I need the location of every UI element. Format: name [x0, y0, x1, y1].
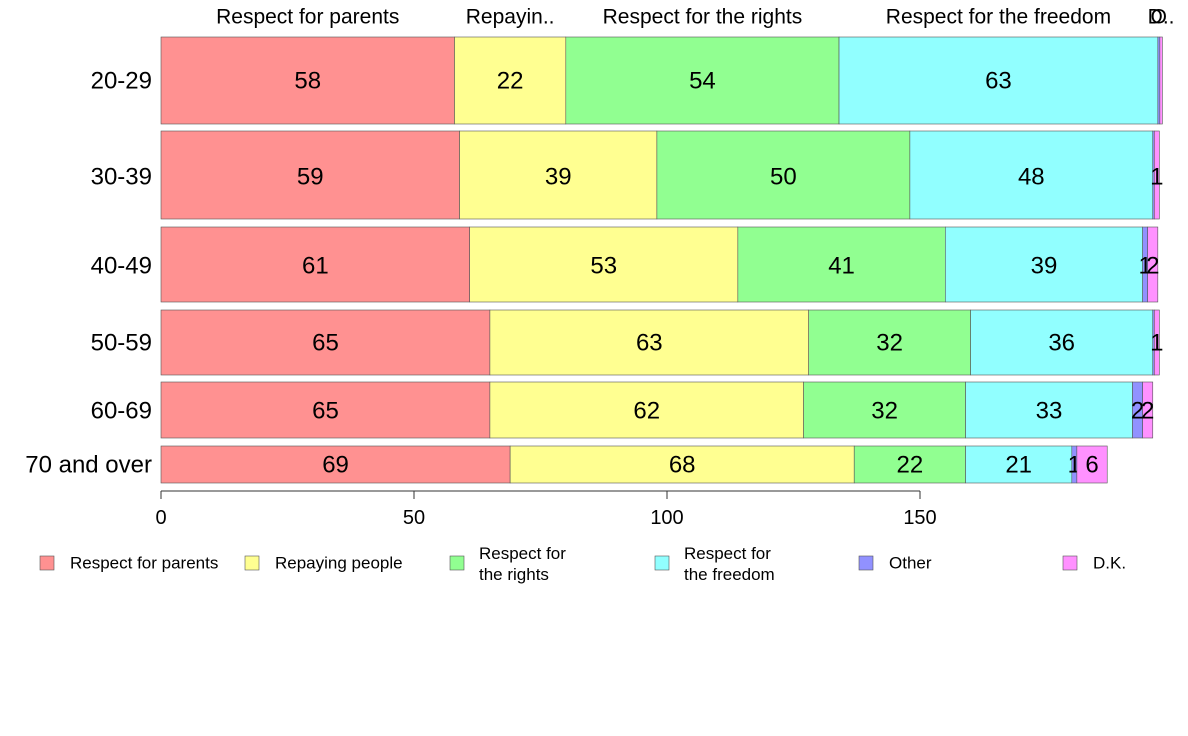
- bar-30-39-respect-for-the-freedom: [909, 130, 1154, 220]
- y-axis-labels: 20-29 30-39 40-49 50-59 60-69 70 and over: [25, 68, 152, 479]
- data-label-50-59-respect-for-the-rights: 32: [876, 330, 903, 357]
- legend-swatch-respect-for-parents: [39, 555, 55, 571]
- data-label-40-49-respect-for-parents: 61: [302, 253, 329, 280]
- bar-50-59-repaying-people: [489, 309, 809, 376]
- y-label-20-29: 20-29: [91, 68, 152, 95]
- legend-label-d-k: D.K.: [1093, 554, 1126, 573]
- bar-40-49-d-k: [1147, 226, 1159, 303]
- data-label-30-39-respect-for-the-freedom: 48: [1018, 164, 1045, 191]
- bar-50-59-respect-for-the-freedom: [970, 309, 1154, 376]
- x-tick-label-100: 100: [650, 507, 683, 529]
- bar-50-59-d-k: [1153, 309, 1160, 376]
- data-label-70-and-over-respect-for-parents: 69: [322, 452, 349, 479]
- data-label-60-69-respect-for-parents: 65: [312, 398, 339, 425]
- top-category-labels: Respect for parents Repayin.. Respect for …: [216, 6, 1174, 29]
- data-label-30-39-respect-for-the-rights: 50: [770, 164, 797, 191]
- bar-40-49-respect-for-the-rights: [737, 226, 946, 303]
- data-label-20-29-repaying-people: 22: [497, 68, 524, 95]
- bar-60-69-repaying-people: [489, 381, 804, 439]
- x-axis: 0 50 100 150: [155, 490, 937, 529]
- bar-40-49-respect-for-parents: [160, 226, 470, 303]
- bar-30-39-respect-for-the-rights: [656, 130, 911, 220]
- x-tick-label-0: 0: [155, 507, 166, 529]
- data-label-30-39-repaying-people: 39: [545, 164, 572, 191]
- data-label-60-69-repaying-people: 62: [633, 398, 660, 425]
- legend-label-respect-for-the-rights: Respect for the rights: [479, 544, 566, 584]
- data-label-50-59-respect-for-the-freedom: 36: [1048, 330, 1075, 357]
- data-label-50-59-d-k: 1: [1150, 330, 1163, 357]
- data-label-30-39-respect-for-parents: 59: [297, 164, 324, 191]
- data-label-60-69-respect-for-the-rights: 32: [871, 398, 898, 425]
- x-tick-label-150: 150: [903, 507, 936, 529]
- bar-70-and-over-repaying-people: [509, 445, 855, 484]
- data-label-40-49-repaying-people: 53: [590, 253, 617, 280]
- bar-50-59-respect-for-the-rights: [808, 309, 971, 376]
- data-label-40-49-respect-for-the-freedom: 39: [1031, 253, 1058, 280]
- bar-50-59-respect-for-parents: [160, 309, 491, 376]
- data-label-20-29-respect-for-the-rights: 54: [689, 68, 716, 95]
- bar-20-29-respect-for-the-freedom: [838, 36, 1159, 125]
- bar-30-39-repaying-people: [459, 130, 658, 220]
- top-label-respect-for-the-freedom: Respect for the freedom: [886, 6, 1111, 29]
- data-label-60-69-respect-for-the-freedom: 33: [1036, 398, 1063, 425]
- y-label-40-49: 40-49: [91, 253, 152, 280]
- bar-70-and-over-d-k: [1076, 445, 1108, 484]
- bar-40-49-respect-for-the-freedom: [944, 226, 1143, 303]
- top-label-respect-for-parents: Respect for parents: [216, 6, 399, 29]
- legend-swatch-repaying-people: [244, 555, 260, 571]
- y-label-70-and-over: 70 and over: [25, 452, 152, 479]
- bar-20-29-d-k: [1159, 36, 1163, 125]
- y-label-60-69: 60-69: [91, 398, 152, 425]
- data-label-40-49-respect-for-the-rights: 41: [828, 253, 855, 280]
- data-label-70-and-over-d-k: 6: [1085, 452, 1098, 479]
- data-label-20-29-respect-for-parents: 58: [294, 68, 321, 95]
- bar-40-49-repaying-people: [469, 226, 739, 303]
- y-label-50-59: 50-59: [91, 330, 152, 357]
- data-label-70-and-over-respect-for-the-rights: 22: [897, 452, 924, 479]
- top-label-other: O: [1151, 6, 1167, 29]
- bar-30-39-d-k: [1153, 130, 1160, 220]
- data-label-30-39-d-k: 1: [1150, 164, 1163, 191]
- bar-20-29-other: [1157, 36, 1161, 125]
- bar-60-69-respect-for-the-freedom: [965, 381, 1133, 439]
- data-label-20-29-respect-for-the-freedom: 63: [985, 68, 1012, 95]
- bar-70-and-over-respect-for-parents: [160, 445, 511, 484]
- bar-60-69-respect-for-parents: [160, 381, 491, 439]
- top-label-repaying-people: Repayin..: [466, 6, 555, 29]
- data-label-60-69-other: 2: [1131, 398, 1144, 425]
- legend-label-repaying-people: Repaying people: [275, 554, 403, 573]
- legend-label-respect-for-parents: Respect for parents: [70, 554, 218, 573]
- data-label-50-59-repaying-people: 63: [636, 330, 663, 357]
- legend-swatch-respect-for-the-rights: [449, 555, 465, 571]
- legend-swatch-d-k: [1062, 555, 1078, 571]
- top-label-respect-for-the-rights: Respect for the rights: [603, 6, 803, 29]
- y-label-30-39: 30-39: [91, 164, 152, 191]
- legend-label-other: Other: [889, 554, 932, 573]
- data-label-70-and-over-repaying-people: 68: [669, 452, 696, 479]
- bar-70-and-over-respect-for-the-rights: [853, 445, 966, 484]
- legend-swatch-respect-for-the-freedom: [654, 555, 670, 571]
- bar-60-69-d-k: [1142, 381, 1154, 439]
- data-label-70-and-over-respect-for-the-freedom: 21: [1005, 452, 1032, 479]
- bar-30-39-respect-for-parents: [160, 130, 460, 220]
- top-label-d-k: D..: [1148, 6, 1175, 29]
- x-tick-label-50: 50: [403, 507, 425, 529]
- data-label-40-49-d-k: 2: [1146, 253, 1159, 280]
- data-label-50-59-respect-for-parents: 65: [312, 330, 339, 357]
- legend-swatch-other: [858, 555, 874, 571]
- legend: Respect for parents Repaying people Respec…: [39, 544, 1126, 584]
- bar-70-and-over-respect-for-the-freedom: [965, 445, 1073, 484]
- bar-20-29-repaying-people: [454, 36, 567, 125]
- data-label-60-69-d-k: 2: [1141, 398, 1154, 425]
- legend-label-respect-for-the-freedom: Respect for the freedom: [684, 544, 775, 584]
